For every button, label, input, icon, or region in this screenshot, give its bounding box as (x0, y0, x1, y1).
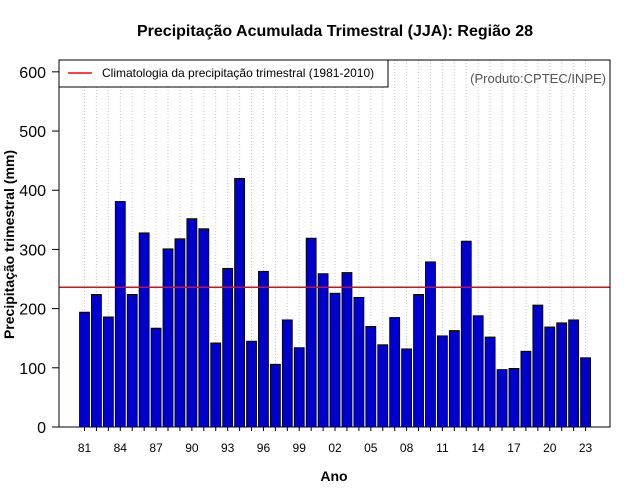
bar-2001 (317, 273, 329, 428)
bar-1988 (162, 248, 174, 428)
bar-1991 (198, 228, 210, 428)
bar-1996 (258, 270, 269, 428)
credit-text: (Produto:CPTEC/INPE) (470, 71, 606, 86)
x-tick-label: 96 (257, 441, 271, 455)
bar-2021 (556, 322, 568, 428)
bar-2002 (329, 292, 341, 428)
bar-2018 (520, 350, 532, 428)
bar-2000 (305, 237, 317, 428)
bar-1983 (102, 316, 114, 428)
y-tick-label: 300 (19, 242, 46, 259)
bars (79, 177, 591, 428)
y-axis-label: Precipitação trimestral (mm) (1, 150, 17, 339)
bar-2023 (580, 357, 591, 428)
x-tick-label: 02 (328, 441, 342, 455)
x-tick-label: 14 (472, 441, 486, 455)
bar-1987 (150, 327, 162, 428)
x-tick-label: 08 (400, 441, 414, 455)
bar-1997 (269, 363, 281, 428)
bar-1994 (234, 177, 245, 428)
bar-2008 (401, 348, 413, 428)
bar-2014 (472, 315, 484, 428)
bar-1998 (281, 319, 293, 428)
y-tick-label: 100 (19, 361, 46, 378)
bar-1989 (174, 238, 186, 428)
x-axis-label: Ano (320, 468, 347, 484)
bar-2020 (544, 326, 556, 428)
bar-2009 (413, 294, 424, 428)
x-tick-label: 17 (507, 441, 521, 455)
bar-2019 (532, 304, 544, 428)
legend: Climatologia da precipitação trimestral … (58, 59, 389, 88)
bar-2005 (365, 325, 377, 428)
x-tick-label: 84 (114, 441, 128, 455)
x-tick-label: 81 (78, 441, 92, 455)
legend-label: Climatologia da precipitação trimestral … (102, 66, 374, 80)
bar-2015 (484, 336, 496, 428)
y-tick-label: 600 (19, 65, 46, 82)
bar-1992 (210, 342, 222, 428)
x-tick-label: 87 (149, 441, 163, 455)
y-tick-label: 0 (37, 420, 46, 437)
y-tick-label: 500 (19, 124, 46, 141)
bar-1982 (91, 294, 102, 428)
bar-1999 (293, 347, 305, 428)
bar-2003 (341, 272, 353, 428)
y-tick-label: 200 (19, 302, 46, 319)
bar-2004 (353, 296, 365, 428)
x-tick-label: 11 (436, 441, 449, 455)
x-tick-label: 05 (364, 441, 378, 455)
bar-1985 (126, 294, 138, 428)
x-tick-label: 93 (221, 441, 235, 455)
bar-2022 (568, 319, 580, 428)
bar-2017 (508, 367, 520, 428)
bar-2016 (496, 369, 508, 428)
x-tick-label: 20 (543, 441, 557, 455)
x-tick-label: 99 (293, 441, 307, 455)
bar-1984 (114, 201, 126, 428)
x-tick-label: 90 (185, 441, 199, 455)
bar-2011 (436, 335, 448, 428)
bar-2013 (460, 240, 472, 428)
x-tick-label: 23 (579, 441, 593, 455)
bar-1990 (186, 218, 198, 428)
legend-box (58, 59, 389, 88)
bar-2007 (389, 317, 401, 428)
y-tick-label: 400 (19, 183, 46, 200)
y-axis: 0 100 200 300 400 500 600 (19, 65, 59, 437)
bar-2012 (448, 330, 460, 428)
bar-1995 (246, 340, 257, 428)
chart-title: Precipitação Acumulada Trimestral (JJA):… (137, 23, 533, 40)
bar-2006 (377, 344, 389, 428)
bar-1981 (79, 311, 90, 428)
bar-1993 (222, 267, 234, 428)
x-axis: 81 84 87 90 93 96 99 02 05 08 11 14 17 20 23 (78, 427, 593, 455)
bar-1986 (138, 232, 150, 428)
